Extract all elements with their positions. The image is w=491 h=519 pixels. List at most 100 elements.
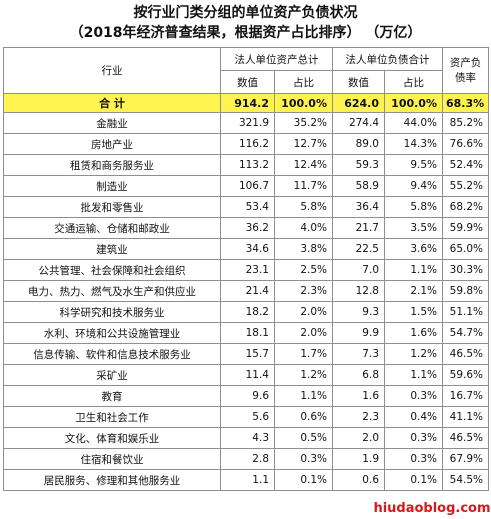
- total-row: 合 计 914.2 100.0% 624.0 100.0% 68.3%: [3, 93, 489, 113]
- liability-ratio: 59.8%: [442, 280, 489, 302]
- ratio-header: 资产负债率: [442, 47, 489, 94]
- assets-value: 21.4: [220, 280, 275, 302]
- assets-value: 1.1: [220, 469, 275, 491]
- liabilities-share: 0.1%: [384, 469, 443, 491]
- assets-share: 0.6%: [274, 406, 333, 428]
- liabilities-share: 3.5%: [384, 217, 443, 239]
- industry-name: 科学研究和技术服务业: [3, 301, 221, 323]
- assets-share: 1.1%: [274, 385, 333, 407]
- industry-name: 教育: [3, 385, 221, 407]
- liabilities-share: 1.5%: [384, 301, 443, 323]
- liabilities-value: 89.0: [332, 133, 385, 155]
- table-row: 批发和零售业 53.4 5.8% 36.4 5.8% 68.2%: [3, 196, 489, 218]
- liability-ratio: 76.6%: [442, 133, 489, 155]
- industry-name: 文化、体育和娱乐业: [3, 427, 221, 449]
- industry-name: 建筑业: [3, 238, 221, 260]
- assets-share: 1.7%: [274, 343, 333, 365]
- assets-share: 1.2%: [274, 364, 333, 386]
- liabilities-value-header: 数值: [332, 70, 385, 94]
- liability-ratio: 41.1%: [442, 406, 489, 428]
- industry-name: 批发和零售业: [3, 196, 221, 218]
- liabilities-group-header: 法人单位负债合计: [332, 47, 443, 71]
- liabilities-value: 1.9: [332, 448, 385, 470]
- assets-value: 18.2: [220, 301, 275, 323]
- assets-share: 5.8%: [274, 196, 333, 218]
- industry-name: 制造业: [3, 175, 221, 197]
- liability-ratio: 46.5%: [442, 343, 489, 365]
- total-assets: 914.2: [220, 93, 275, 113]
- liabilities-value: 2.3: [332, 406, 385, 428]
- table-row: 卫生和社会工作 5.6 0.6% 2.3 0.4% 41.1%: [3, 406, 489, 428]
- table-row: 科学研究和技术服务业 18.2 2.0% 9.3 1.5% 51.1%: [3, 301, 489, 323]
- liabilities-value: 2.0: [332, 427, 385, 449]
- assets-share: 2.0%: [274, 322, 333, 344]
- assets-share: 11.7%: [274, 175, 333, 197]
- liabilities-value: 58.9: [332, 175, 385, 197]
- assets-share: 2.5%: [274, 259, 333, 281]
- industry-name: 房地产业: [3, 133, 221, 155]
- assets-share: 0.5%: [274, 427, 333, 449]
- liabilities-share: 3.6%: [384, 238, 443, 260]
- total-liabilities: 624.0: [332, 93, 385, 113]
- assets-share: 4.0%: [274, 217, 333, 239]
- liabilities-share: 5.8%: [384, 196, 443, 218]
- asset-liability-table: 行业 法人单位资产总计 法人单位负债合计 资产负债率 数值 占比 数值 占比 合…: [3, 47, 489, 491]
- table-row: 文化、体育和娱乐业 4.3 0.5% 2.0 0.3% 46.5%: [3, 427, 489, 449]
- table-row: 电力、热力、燃气及水生产和供应业 21.4 2.3% 12.8 2.1% 59.8%: [3, 280, 489, 302]
- liabilities-share: 1.1%: [384, 364, 443, 386]
- liability-ratio: 85.2%: [442, 112, 489, 134]
- table-row: 水利、环境和公共设施管理业 18.1 2.0% 9.9 1.6% 54.7%: [3, 322, 489, 344]
- liability-ratio: 52.4%: [442, 154, 489, 176]
- table-row: 采矿业 11.4 1.2% 6.8 1.1% 59.6%: [3, 364, 489, 386]
- liabilities-value: 6.8: [332, 364, 385, 386]
- industry-name: 金融业: [3, 112, 221, 134]
- liability-ratio: 30.3%: [442, 259, 489, 281]
- industry-name: 租赁和商务服务业: [3, 154, 221, 176]
- liability-ratio: 68.2%: [442, 196, 489, 218]
- liabilities-share: 0.3%: [384, 427, 443, 449]
- liabilities-value: 21.7: [332, 217, 385, 239]
- liability-ratio: 54.5%: [442, 469, 489, 491]
- total-liabilities-share: 100.0%: [384, 93, 443, 113]
- table-subtitle: （2018年经济普查结果，根据资产占比排序） （万亿）: [69, 25, 422, 41]
- assets-value-header: 数值: [220, 70, 275, 94]
- industry-name: 水利、环境和公共设施管理业: [3, 322, 221, 344]
- assets-value: 106.7: [220, 175, 275, 197]
- total-assets-share: 100.0%: [274, 93, 333, 113]
- table-row: 建筑业 34.6 3.8% 22.5 3.6% 65.0%: [3, 238, 489, 260]
- assets-share: 12.7%: [274, 133, 333, 155]
- liabilities-value: 1.6: [332, 385, 385, 407]
- assets-share: 2.3%: [274, 280, 333, 302]
- liability-ratio: 67.9%: [442, 448, 489, 470]
- industry-name: 居民服务、修理和其他服务业: [3, 469, 221, 491]
- watermark: hiudaoblog.com: [373, 499, 491, 519]
- table-row: 教育 9.6 1.1% 1.6 0.3% 16.7%: [3, 385, 489, 407]
- liabilities-share: 1.1%: [384, 259, 443, 281]
- assets-value: 36.2: [220, 217, 275, 239]
- table-title: 按行业门类分组的单位资产负债状况: [133, 5, 358, 21]
- total-ratio: 68.3%: [442, 93, 489, 113]
- total-label: 合 计: [3, 93, 221, 113]
- assets-value: 5.6: [220, 406, 275, 428]
- liabilities-share: 9.4%: [384, 175, 443, 197]
- table-row: 信息传输、软件和信息技术服务业 15.7 1.7% 7.3 1.2% 46.5%: [3, 343, 489, 365]
- liability-ratio: 16.7%: [442, 385, 489, 407]
- assets-value: 9.6: [220, 385, 275, 407]
- assets-value: 113.2: [220, 154, 275, 176]
- assets-value: 18.1: [220, 322, 275, 344]
- liability-ratio: 55.2%: [442, 175, 489, 197]
- assets-value: 321.9: [220, 112, 275, 134]
- liabilities-value: 12.8: [332, 280, 385, 302]
- assets-value: 2.8: [220, 448, 275, 470]
- liabilities-share-header: 占比: [384, 70, 443, 94]
- liabilities-share: 1.2%: [384, 343, 443, 365]
- liabilities-share: 14.3%: [384, 133, 443, 155]
- liabilities-value: 22.5: [332, 238, 385, 260]
- table-row: 制造业 106.7 11.7% 58.9 9.4% 55.2%: [3, 175, 489, 197]
- liabilities-value: 7.3: [332, 343, 385, 365]
- table-row: 金融业 321.9 35.2% 274.4 44.0% 85.2%: [3, 112, 489, 134]
- liabilities-value: 9.9: [332, 322, 385, 344]
- assets-share: 35.2%: [274, 112, 333, 134]
- industry-name: 公共管理、社会保障和社会组织: [3, 259, 221, 281]
- liabilities-share: 9.5%: [384, 154, 443, 176]
